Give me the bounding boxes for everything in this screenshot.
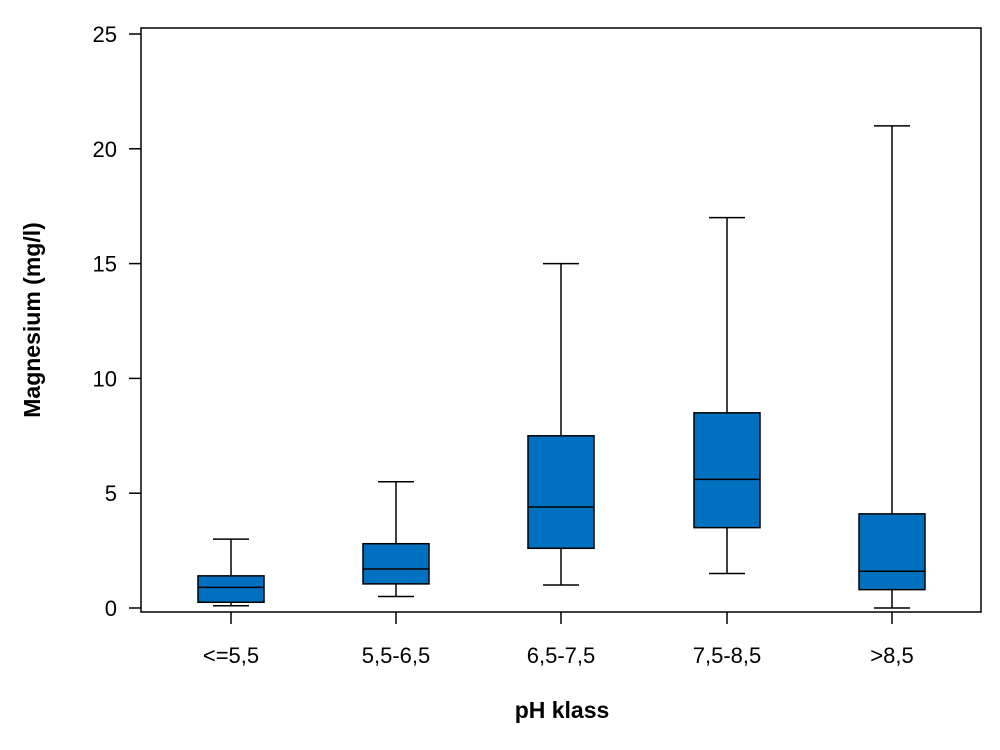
iqr-box (527, 435, 595, 550)
y-tick-label: 20 (93, 137, 117, 162)
iqr-box (197, 575, 265, 604)
iqr-box (693, 412, 761, 529)
y-axis-title: Magnesium (mg/l) (19, 222, 45, 418)
y-tick-label: 5 (105, 481, 117, 506)
iqr-box (362, 542, 430, 585)
x-tick-label: <=5,5 (203, 643, 259, 668)
box-1 (197, 538, 265, 607)
box-5 (858, 125, 926, 609)
x-tick-label: 7,5-8,5 (693, 643, 762, 668)
y-tick-label: 15 (93, 252, 117, 277)
x-tick-label: 5,5-6,5 (362, 643, 431, 668)
box-4 (693, 216, 761, 575)
x-tick-label: 6,5-7,5 (527, 643, 596, 668)
x-axis: <=5,5 5,5-6,5 6,5-7,5 7,5-8,5 >8,5 (203, 612, 914, 668)
x-tick-label: >8,5 (870, 643, 913, 668)
box-series (197, 125, 926, 609)
y-tick-label: 10 (93, 366, 117, 391)
y-tick-label: 25 (93, 22, 117, 47)
iqr-box (858, 513, 926, 591)
x-axis-title: pH klass (515, 697, 610, 723)
y-axis: 0 5 10 15 20 25 (93, 22, 141, 621)
box-2 (362, 480, 430, 598)
y-tick-label: 0 (105, 596, 117, 621)
box-3 (527, 262, 595, 586)
